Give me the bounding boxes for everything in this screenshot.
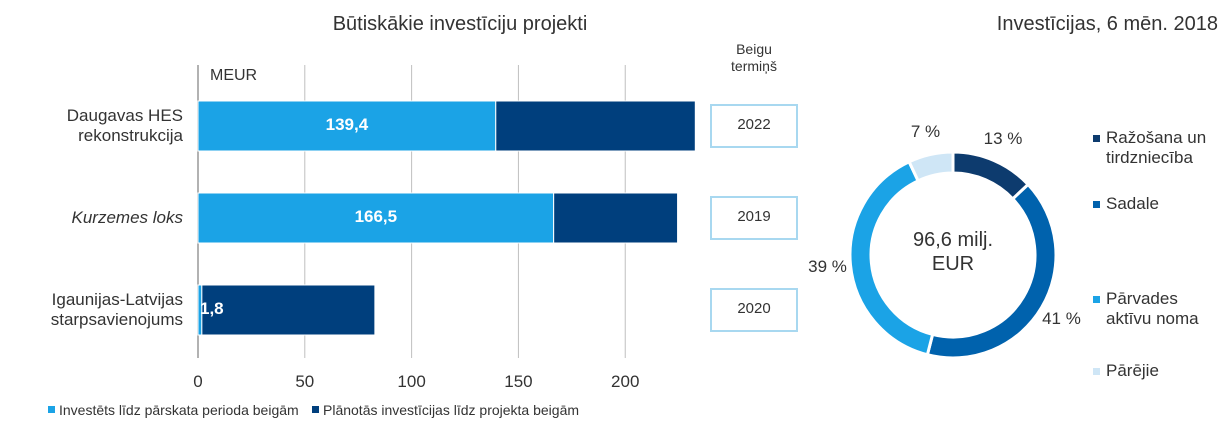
legend-label: Ražošana un tirdzniecība [1106, 128, 1207, 168]
x-tick-label: 150 [504, 372, 533, 391]
category-label: Daugavas HES rekonstrukcija [66, 105, 183, 145]
end-term-box [710, 104, 798, 148]
donut-slice [951, 150, 1031, 201]
donut-slice [907, 150, 955, 183]
x-tick-label: 0 [193, 372, 203, 391]
data-label: 139,4 [325, 115, 369, 134]
x-tick-label: 50 [295, 372, 315, 391]
legend-swatch [1093, 201, 1100, 208]
end-term-box [710, 196, 798, 240]
end-term: 2020 [737, 300, 771, 317]
axis-label: MEUR [210, 67, 258, 84]
legend-label: Sadale [1106, 194, 1159, 213]
x-tick-label: 200 [611, 372, 640, 391]
legend-label: Investēts līdz pārskata perioda beigām [59, 402, 299, 418]
data-label: 41 % [1042, 309, 1081, 329]
legend-swatch [1093, 296, 1100, 303]
center-label: 96,6 milj. EUR [912, 229, 994, 275]
end-term: 2019 [737, 208, 771, 225]
legend-swatch [48, 406, 55, 413]
data-label: 1,8 [200, 299, 224, 318]
data-label: 166,5 [354, 207, 398, 226]
legend-swatch [1093, 368, 1100, 375]
data-label: 13 % [983, 129, 1023, 149]
x-tick-label: 100 [397, 372, 426, 391]
chart-title: Būtiskākie investīciju projekti [332, 13, 588, 35]
end-term: 2022 [737, 116, 771, 133]
bar-segment [197, 100, 497, 152]
end-term-box [710, 288, 798, 332]
legend-label: Pārējie [1106, 361, 1159, 380]
legend-label: Pārvades aktīvu noma [1106, 289, 1199, 329]
legend-label: Plānotās investīcijas līdz projekta beig… [323, 402, 580, 418]
bar-segment [553, 192, 679, 244]
legend-swatch [1093, 135, 1100, 142]
data-label: 39 % [808, 256, 847, 276]
category-label: Igaunijas-Latvijas starpsavienojums [50, 289, 183, 329]
end-term-header: Beigu termiņš [731, 41, 777, 74]
bar-segment [495, 100, 696, 152]
category-label: Kurzemes loks [71, 207, 183, 227]
chart-title: Investīcijas, 6 mēn. 2018 [996, 13, 1218, 35]
legend-swatch [312, 406, 319, 413]
data-label: 7 % [910, 122, 941, 142]
bar-segment [201, 284, 376, 336]
